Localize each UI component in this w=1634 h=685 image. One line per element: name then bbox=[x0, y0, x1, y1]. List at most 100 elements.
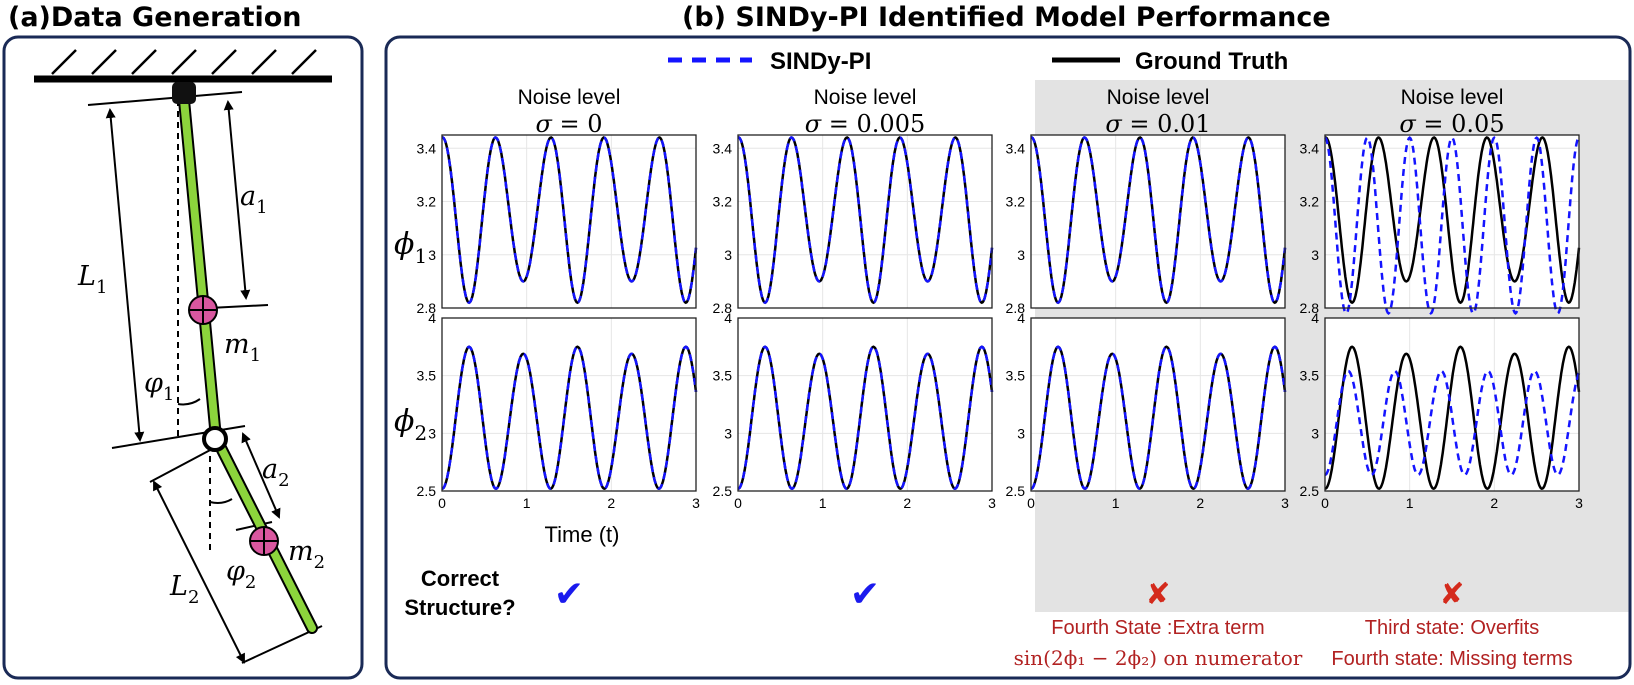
x-tick-label: 3 bbox=[692, 495, 700, 511]
x-tick-label: 2 bbox=[903, 495, 911, 511]
y-tick-label: 2.5 bbox=[417, 483, 437, 499]
y-tick-label: 4 bbox=[724, 310, 732, 326]
y-tick-label: 3.4 bbox=[1006, 140, 1026, 156]
plot-frame bbox=[1030, 317, 1286, 492]
plot-area bbox=[1325, 135, 1579, 308]
plot-frame bbox=[1030, 134, 1286, 309]
y-tick-label: 2.8 bbox=[1300, 300, 1320, 316]
y-tick-label: 3.4 bbox=[713, 140, 733, 156]
phi2-arc bbox=[209, 498, 233, 504]
pendulum-diagram: a1 L1 m1 φ1 a2 m2 φ2 L2 bbox=[34, 49, 332, 664]
a1-arrow bbox=[223, 100, 251, 300]
y-tick-label: 3.5 bbox=[1300, 368, 1320, 384]
y-tick-label: 4 bbox=[1017, 310, 1025, 326]
x-tick-label: 1 bbox=[1406, 495, 1414, 511]
label-a2: a2 bbox=[262, 454, 290, 491]
label-L1: L1 bbox=[77, 261, 107, 298]
y-tick-label: 3.2 bbox=[1006, 194, 1026, 210]
mass-2-icon bbox=[249, 526, 279, 556]
row-label-phi2: ϕ2 bbox=[394, 404, 427, 445]
y-tick-label: 4 bbox=[428, 310, 436, 326]
chart-phi1-col0: 2.8 3 3.2 3.4 bbox=[417, 134, 698, 316]
x-tick-label: 3 bbox=[1281, 495, 1289, 511]
plot-frame bbox=[737, 134, 993, 309]
x-tick-label: 3 bbox=[988, 495, 996, 511]
y-tick-label: 3 bbox=[428, 247, 436, 263]
check-icon: ✔ bbox=[554, 574, 584, 615]
y-tick-label: 3 bbox=[724, 425, 732, 441]
dimension-arrows bbox=[105, 100, 281, 664]
y-tick-label: 2.5 bbox=[1006, 483, 1026, 499]
x-tick-label: 0 bbox=[734, 495, 742, 511]
x-axis-label: Time (t) bbox=[545, 522, 620, 547]
plot-area bbox=[442, 135, 696, 308]
plot-area bbox=[1031, 135, 1285, 308]
chart-phi1-col1: 2.8 3 3.2 3.4 bbox=[713, 134, 994, 316]
y-tick-label: 2.5 bbox=[713, 483, 733, 499]
noise-header-3: Noise level bbox=[1401, 86, 1504, 109]
ceiling-hatch bbox=[51, 49, 317, 75]
L2-arrow bbox=[153, 480, 245, 664]
x-tick-label: 1 bbox=[523, 495, 531, 511]
y-tick-label: 2.8 bbox=[1006, 300, 1026, 316]
y-tick-label: 3 bbox=[1017, 425, 1025, 441]
x-tick-label: 2 bbox=[607, 495, 615, 511]
plot-frame bbox=[737, 317, 993, 492]
label-L2: L2 bbox=[169, 571, 199, 608]
link-1 bbox=[180, 96, 220, 442]
label-phi1: φ1 bbox=[144, 368, 174, 405]
series-sindy-pi bbox=[737, 345, 994, 491]
plot-frame bbox=[441, 317, 697, 492]
L1-arrow bbox=[105, 108, 145, 442]
x-tick-label: 2 bbox=[1196, 495, 1204, 511]
legend-truth-label: Ground Truth bbox=[1135, 48, 1288, 75]
legend: SINDy-PI Ground Truth bbox=[668, 48, 1288, 75]
series-sindy-pi bbox=[441, 136, 698, 305]
legend-sindy-label: SINDy-PI bbox=[770, 48, 871, 75]
sigma-label-1: σ = 0.005 bbox=[805, 110, 925, 138]
noise-header-0: Noise level bbox=[518, 86, 621, 109]
y-tick-label: 3 bbox=[1017, 247, 1025, 263]
plot-area bbox=[738, 135, 992, 308]
mass-1-icon bbox=[188, 295, 218, 325]
noise-header-1: Noise level bbox=[814, 86, 917, 109]
panel-a-frame bbox=[2, 35, 364, 680]
plot-area bbox=[442, 318, 696, 491]
cross-icon: ✘ bbox=[1439, 577, 1464, 612]
y-tick-label: 3 bbox=[1311, 425, 1319, 441]
series-sindy-pi bbox=[1324, 369, 1581, 477]
label-m1: m1 bbox=[224, 329, 261, 366]
chart-phi2-col1: 2.5 3 3.5 4 0 1 2 3 bbox=[713, 310, 997, 511]
structure-note-line: sin(2ϕ₁ − 2ϕ₂) on numerator bbox=[1014, 646, 1303, 670]
structure-note-line: Third state: Overfits bbox=[1365, 617, 1540, 639]
structure-note-line: Fourth state: Missing terms bbox=[1331, 648, 1572, 670]
chart-phi2-col3: 2.5 3 3.5 4 0 1 2 3 bbox=[1300, 310, 1584, 511]
y-tick-label: 2.8 bbox=[713, 300, 733, 316]
structure-question-line-1: Correct bbox=[421, 566, 500, 591]
y-tick-label: 3 bbox=[1311, 247, 1319, 263]
x-tick-label: 0 bbox=[438, 495, 446, 511]
x-tick-label: 1 bbox=[1112, 495, 1120, 511]
series-sindy-pi bbox=[1324, 136, 1580, 315]
series-sindy-pi bbox=[737, 136, 994, 305]
y-tick-label: 3 bbox=[724, 247, 732, 263]
chart-phi2-col2: 2.5 3 3.5 4 0 1 2 3 bbox=[1006, 310, 1290, 511]
sigma-label-0: σ = 0 bbox=[535, 110, 602, 138]
y-tick-label: 3.4 bbox=[417, 140, 437, 156]
middle-joint bbox=[202, 426, 228, 452]
plot-area bbox=[738, 318, 992, 491]
x-tick-label: 0 bbox=[1321, 495, 1329, 511]
y-tick-label: 3.5 bbox=[1006, 368, 1026, 384]
y-tick-label: 3.5 bbox=[713, 368, 733, 384]
y-tick-label: 3.2 bbox=[417, 194, 437, 210]
y-tick-label: 3.5 bbox=[417, 368, 437, 384]
sigma-label-3: σ = 0.05 bbox=[1399, 110, 1504, 138]
y-tick-label: 3.2 bbox=[1300, 194, 1320, 210]
y-tick-label: 2.5 bbox=[1300, 483, 1320, 499]
series-sindy-pi bbox=[1030, 345, 1287, 491]
label-m2: m2 bbox=[288, 536, 325, 573]
x-tick-label: 3 bbox=[1575, 495, 1583, 511]
series-ground-truth bbox=[1324, 345, 1581, 491]
